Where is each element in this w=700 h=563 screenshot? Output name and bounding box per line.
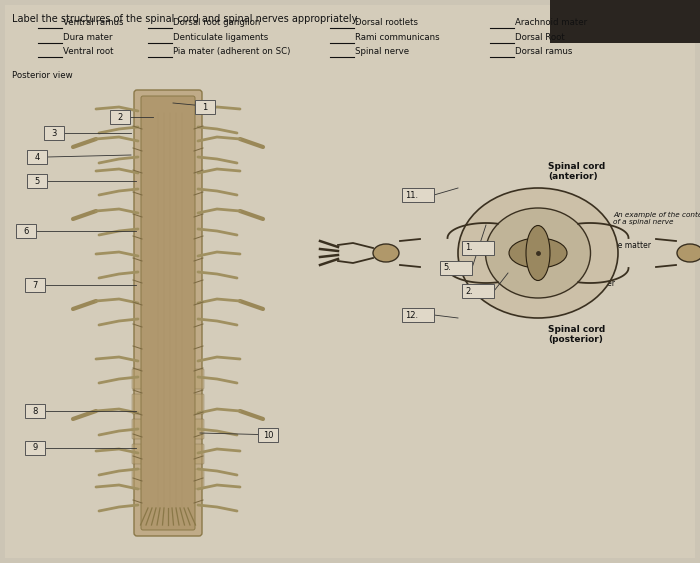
FancyBboxPatch shape (134, 90, 202, 536)
Ellipse shape (458, 188, 618, 318)
Bar (195, 100, 215, 114)
FancyBboxPatch shape (141, 96, 195, 530)
Text: Dorsal Root: Dorsal Root (515, 33, 565, 42)
FancyBboxPatch shape (132, 394, 204, 414)
Text: 12.: 12. (405, 311, 418, 319)
Text: Posterior view: Posterior view (12, 71, 73, 80)
Bar (25, 441, 45, 455)
Text: 3: 3 (51, 128, 57, 137)
Text: Ventral root: Ventral root (63, 47, 113, 56)
Text: 5.: 5. (443, 263, 451, 272)
Text: 8: 8 (32, 406, 38, 415)
Text: Ventral ramus: Ventral ramus (63, 18, 123, 27)
Text: 7: 7 (32, 280, 38, 289)
Text: 11.: 11. (405, 190, 418, 199)
Text: Gray matter: Gray matter (568, 279, 615, 288)
Text: 5: 5 (34, 176, 40, 185)
Text: An example of the contents
of a spinal nerve: An example of the contents of a spinal n… (613, 212, 700, 225)
Text: Label the structures of the spinal cord and spinal nerves appropriately.: Label the structures of the spinal cord … (12, 14, 359, 24)
Text: 9: 9 (32, 444, 38, 453)
Bar (110, 110, 130, 124)
Bar (462, 241, 494, 255)
FancyBboxPatch shape (132, 419, 204, 439)
Text: 4: 4 (34, 153, 40, 162)
Bar (258, 428, 278, 442)
Text: Dorsal rootlets: Dorsal rootlets (355, 18, 418, 27)
FancyBboxPatch shape (132, 369, 204, 389)
Bar (44, 126, 64, 140)
Text: Pia mater (adherent on SC): Pia mater (adherent on SC) (173, 47, 290, 56)
Bar (462, 284, 494, 298)
Text: Dorsal root ganglion: Dorsal root ganglion (173, 18, 260, 27)
Text: Dorsal ramus: Dorsal ramus (515, 47, 573, 56)
Text: White matter: White matter (600, 240, 651, 249)
Text: Rami communicans: Rami communicans (355, 33, 440, 42)
Text: 10: 10 (262, 431, 273, 440)
Text: 1: 1 (202, 102, 208, 111)
Bar (16, 224, 36, 238)
Text: Spinal cord
(posterior): Spinal cord (posterior) (548, 325, 606, 345)
Text: Dura mater: Dura mater (63, 33, 113, 42)
Ellipse shape (509, 238, 567, 268)
Bar (402, 188, 434, 202)
Ellipse shape (486, 208, 591, 298)
Ellipse shape (373, 244, 399, 262)
Text: Spinal cord
(anterior): Spinal cord (anterior) (548, 162, 606, 181)
Text: Arachnoid mater: Arachnoid mater (515, 18, 587, 27)
Bar (402, 308, 434, 322)
Text: Spinal nerve: Spinal nerve (355, 47, 409, 56)
Text: 1.: 1. (465, 244, 473, 252)
Bar (25, 404, 45, 418)
Bar (27, 150, 47, 164)
Bar (25, 278, 45, 292)
Text: 2.: 2. (465, 287, 473, 296)
Text: 6: 6 (23, 226, 29, 235)
Text: 2: 2 (118, 113, 122, 122)
Text: Denticulate ligaments: Denticulate ligaments (173, 33, 268, 42)
Bar (550, 0, 700, 43)
Ellipse shape (677, 244, 700, 262)
Ellipse shape (526, 226, 550, 280)
FancyBboxPatch shape (132, 469, 204, 489)
Bar (440, 261, 472, 275)
FancyBboxPatch shape (132, 444, 204, 464)
Bar (27, 174, 47, 188)
